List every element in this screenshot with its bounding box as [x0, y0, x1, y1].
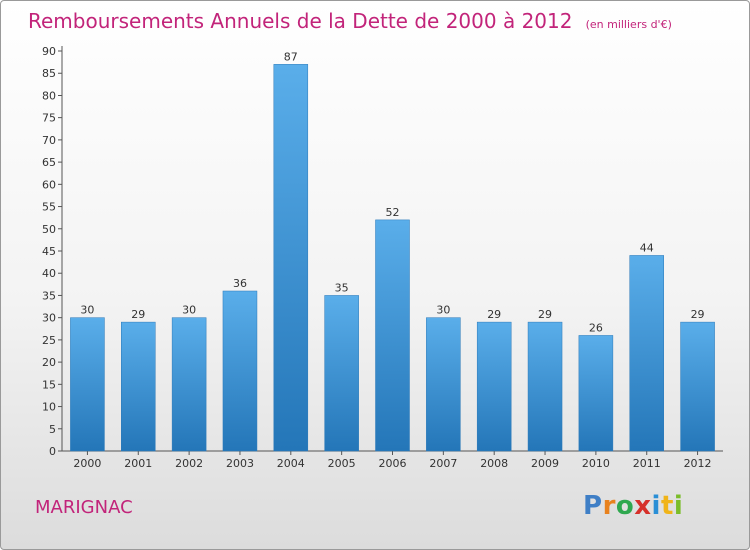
y-tick-label: 20	[42, 356, 56, 369]
x-tick-label: 2012	[684, 457, 712, 470]
y-tick-label: 75	[42, 112, 56, 125]
y-tick-label: 90	[42, 45, 56, 58]
bar-2011	[629, 255, 664, 452]
x-tick-label: 2003	[226, 457, 254, 470]
bar-2004	[273, 64, 309, 452]
x-tick-label: 2007	[429, 457, 457, 470]
y-tick-label: 55	[42, 201, 56, 214]
bar-2012	[680, 321, 715, 452]
proxiti-logo: Proxiti	[583, 491, 683, 521]
data-label: 44	[640, 241, 654, 254]
y-tick-label: 0	[49, 445, 56, 458]
x-tick-label: 2006	[379, 457, 407, 470]
y-tick-label: 50	[42, 223, 56, 236]
y-tick-label: 30	[42, 312, 56, 325]
bar-2009	[527, 321, 563, 452]
chart-title-unit: (en milliers d'€)	[585, 18, 672, 31]
commune-name: MARIGNAC	[35, 497, 133, 518]
data-label: 30	[436, 304, 450, 317]
y-tick-label: 80	[42, 89, 56, 102]
y-tick-label: 60	[42, 178, 56, 191]
x-tick-label: 2004	[277, 457, 305, 470]
x-tick-label: 2009	[531, 457, 559, 470]
y-tick-label: 35	[42, 289, 56, 302]
y-tick-label: 25	[42, 334, 56, 347]
y-tick-label: 10	[42, 401, 56, 414]
bar-2001	[121, 321, 156, 452]
y-tick-label: 85	[42, 67, 56, 80]
y-tick-label: 65	[42, 156, 56, 169]
y-tick-label: 5	[49, 423, 56, 436]
bar-2006	[375, 219, 410, 452]
logo-letter: P	[583, 491, 603, 521]
logo-letter: r	[602, 491, 616, 521]
data-label: 36	[233, 277, 247, 290]
x-tick-label: 2011	[633, 457, 661, 470]
y-tick-label: 15	[42, 378, 56, 391]
data-label: 52	[386, 206, 400, 219]
data-label: 29	[487, 308, 501, 321]
data-label: 87	[284, 50, 298, 63]
x-tick-label: 2001	[124, 457, 152, 470]
bar-2010	[578, 335, 614, 452]
bar-2008	[476, 321, 512, 452]
x-tick-label: 2008	[480, 457, 508, 470]
x-tick-label: 2010	[582, 457, 610, 470]
bar-2002	[171, 317, 207, 452]
data-label: 35	[335, 281, 349, 294]
data-label: 26	[589, 321, 603, 334]
logo-letter: o	[615, 491, 635, 521]
bar-2000	[70, 317, 105, 452]
bar-2007	[426, 317, 461, 452]
data-label: 30	[80, 304, 94, 317]
data-label: 29	[691, 308, 705, 321]
bar-2005	[324, 295, 359, 452]
logo-letter: i	[673, 491, 684, 521]
y-tick-label: 40	[42, 267, 56, 280]
data-label: 30	[182, 304, 196, 317]
y-tick-label: 70	[42, 134, 56, 147]
y-tick-label: 45	[42, 245, 56, 258]
chart-title: Remboursements Annuels de la Dette de 20…	[28, 9, 672, 33]
data-label: 29	[538, 308, 552, 321]
x-tick-label: 2002	[175, 457, 203, 470]
x-tick-label: 2000	[73, 457, 101, 470]
bar-2003	[222, 290, 258, 452]
logo-letter: t	[660, 491, 674, 521]
x-tick-label: 2005	[328, 457, 356, 470]
chart-title-main: Remboursements Annuels de la Dette de 20…	[28, 9, 573, 33]
data-label: 29	[131, 308, 145, 321]
logo-letter: i	[651, 491, 661, 521]
logo-letter: x	[634, 491, 652, 521]
